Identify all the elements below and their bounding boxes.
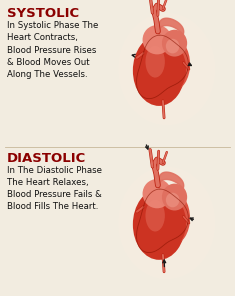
Ellipse shape [143, 179, 172, 208]
Ellipse shape [166, 39, 179, 53]
Ellipse shape [162, 184, 187, 210]
Text: In Systolic Phase The
Heart Contracts,
Blood Pressure Rises
& Blood Moves Out
Al: In Systolic Phase The Heart Contracts, B… [7, 21, 98, 79]
Ellipse shape [133, 35, 185, 106]
Ellipse shape [118, 167, 215, 279]
Text: SYSTOLIC: SYSTOLIC [7, 7, 79, 20]
Text: In The Diastolic Phase
The Heart Relaxes,
Blood Pressure Fails &
Blood Fills The: In The Diastolic Phase The Heart Relaxes… [7, 166, 102, 211]
Ellipse shape [144, 195, 186, 251]
Ellipse shape [155, 191, 190, 245]
Ellipse shape [144, 41, 186, 97]
Ellipse shape [162, 30, 187, 57]
Ellipse shape [145, 200, 165, 231]
Ellipse shape [155, 37, 190, 91]
Ellipse shape [166, 193, 179, 207]
Text: DIASTOLIC: DIASTOLIC [7, 152, 86, 165]
Ellipse shape [118, 13, 215, 125]
Ellipse shape [143, 25, 172, 54]
Ellipse shape [145, 46, 165, 78]
Ellipse shape [133, 189, 185, 260]
